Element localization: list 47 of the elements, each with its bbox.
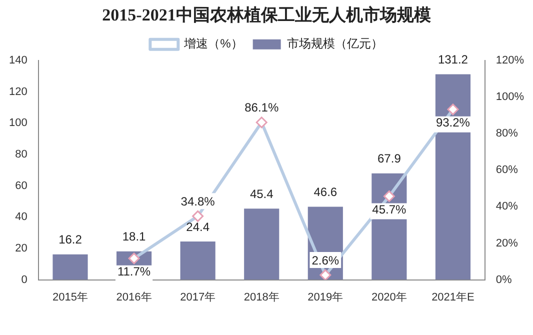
bar <box>244 208 280 280</box>
data-label: 86.1% <box>244 100 279 115</box>
chart-title: 2015-2021中国农林植保工业无人机市场规模 <box>102 6 431 25</box>
y2-tick-label: 0% <box>496 274 512 286</box>
y-tick-label: 0 <box>21 274 28 286</box>
y-tick-label: 100 <box>8 117 28 130</box>
point <box>383 190 395 202</box>
x-tick-label: 2019年 <box>308 291 344 304</box>
y-tick-label: 120 <box>8 86 28 98</box>
y-tick-label: 20 <box>15 242 28 254</box>
y-tick-label: 140 <box>8 54 28 66</box>
y-tick-label: 80 <box>15 148 28 160</box>
point <box>192 210 204 222</box>
x-tick-label: 2015年 <box>52 291 88 304</box>
data-label: 16.2 <box>58 232 82 247</box>
y2-tick-label: 60% <box>496 164 518 176</box>
y2-tick-label: 20% <box>496 237 518 250</box>
bar <box>435 74 471 280</box>
y-tick-label: 40 <box>15 211 28 224</box>
point <box>256 116 268 128</box>
data-label: 45.7% <box>372 202 407 217</box>
y2-tick-label: 40% <box>496 200 518 213</box>
data-label: 18.1 <box>122 230 146 244</box>
x-tick-label: 2021年E <box>432 291 474 304</box>
data-label: 2.6% <box>312 253 340 268</box>
legend-label: 增速（%） <box>183 36 243 51</box>
bar <box>180 242 216 280</box>
data-label: 34.8% <box>180 194 216 208</box>
x-tick-label: 2018年 <box>244 291 280 304</box>
legend-label: 市场规模（亿元） <box>286 36 383 51</box>
x-tick-label: 2017年 <box>180 291 216 304</box>
data-label: 131.2 <box>438 52 468 67</box>
data-label: 45.4 <box>250 186 274 201</box>
point <box>320 269 332 280</box>
data-label: 24.4 <box>186 220 210 234</box>
point <box>447 104 459 116</box>
y-tick-label: 60 <box>15 180 28 192</box>
bar <box>52 254 88 280</box>
y2-tick-label: 120% <box>496 54 524 66</box>
data-label: 67.9 <box>378 152 402 166</box>
x-tick-label: 2016年 <box>116 291 152 304</box>
data-label: 93.2% <box>436 116 470 130</box>
y2-tick-label: 100% <box>496 91 524 103</box>
x-tick-label: 2020年 <box>371 291 407 304</box>
y2-tick-label: 80% <box>496 128 518 140</box>
data-label: 46.6 <box>314 185 338 200</box>
data-label: 11.7% <box>117 264 151 279</box>
